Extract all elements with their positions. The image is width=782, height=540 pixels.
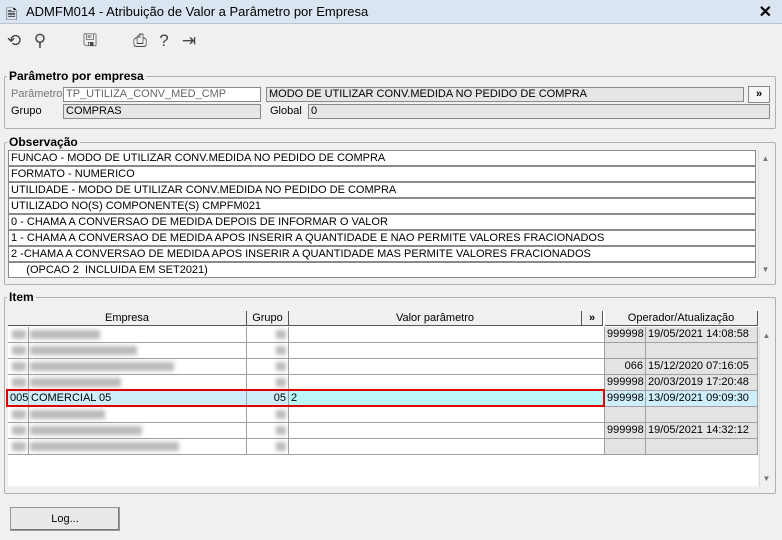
row-valor[interactable] — [289, 439, 605, 455]
header-empresa[interactable]: Empresa — [8, 311, 247, 326]
parametro-input[interactable]: TP_UTILIZA_CONV_MED_CMP — [63, 87, 261, 102]
app-icon: 🗎 — [6, 6, 18, 22]
header-more-button[interactable]: » — [582, 311, 603, 326]
redacted-text — [276, 362, 286, 371]
log-button[interactable]: Log... — [10, 507, 120, 531]
scroll-down-icon[interactable]: ▼ — [762, 474, 771, 483]
row-valor[interactable] — [289, 359, 605, 375]
item-legend: Item — [9, 290, 34, 304]
redacted-text — [276, 426, 286, 435]
redacted-text — [276, 330, 286, 339]
row-operador[interactable] — [605, 439, 646, 455]
redacted-text — [30, 362, 174, 371]
grupo-label: Grupo — [11, 105, 42, 117]
row-atualizacao[interactable] — [646, 343, 758, 359]
row-operador[interactable]: 999998 — [605, 391, 646, 407]
undo-icon[interactable]: ⟲ — [6, 31, 22, 50]
row-operador[interactable] — [605, 407, 646, 423]
parametro-group: Parâmetro por empresa — [4, 69, 776, 129]
parametro-legend: Parâmetro por empresa — [9, 69, 144, 83]
row-atualizacao[interactable] — [646, 407, 758, 423]
row-valor[interactable] — [289, 343, 605, 359]
scroll-down-icon[interactable]: ▼ — [761, 265, 770, 274]
close-button[interactable]: ✕ — [758, 4, 772, 21]
redacted-text — [12, 426, 26, 435]
scroll-up-icon[interactable]: ▲ — [761, 154, 770, 163]
row-atualizacao[interactable]: 19/05/2021 14:32:12 — [646, 423, 758, 439]
observacao-scrollbar[interactable]: ▲ ▼ — [758, 150, 772, 278]
observacao-line: 1 - CHAMA A CONVERSAO DE MEDIDA APOS INS… — [8, 230, 756, 246]
parametro-label: Parâmetro — [11, 88, 63, 100]
redacted-text — [276, 378, 286, 387]
header-grupo[interactable]: Grupo — [247, 311, 289, 326]
grupo-field: COMPRAS — [63, 104, 261, 119]
title-bar: 🗎 ADMFM014 - Atribuição de Valor a Parâm… — [0, 0, 782, 24]
window-title: ADMFM014 - Atribuição de Valor a Parâmet… — [26, 4, 369, 19]
redacted-text — [12, 362, 26, 371]
redacted-text — [276, 442, 286, 451]
observacao-line: (OPCAO 2 INCLUIDA EM SET2021) — [8, 262, 756, 278]
observacao-group: Observação — [4, 135, 776, 285]
row-operador[interactable]: 999998 — [605, 423, 646, 439]
observacao-line: UTILIZADO NO(S) COMPONENTE(S) CMPFM021 — [8, 198, 756, 214]
redacted-text — [12, 378, 26, 387]
redacted-text — [12, 442, 26, 451]
observacao-line: UTILIDADE - MODO DE UTILIZAR CONV.MEDIDA… — [8, 182, 756, 198]
observacao-line: 0 - CHAMA A CONVERSAO DE MEDIDA DEPOIS D… — [8, 214, 756, 230]
redacted-text — [276, 410, 286, 419]
redacted-text — [30, 442, 179, 451]
item-group: Item — [4, 290, 776, 494]
observacao-line: 2 -CHAMA A CONVERSAO DE MEDIDA APOS INSE… — [8, 246, 756, 262]
scroll-up-icon[interactable]: ▲ — [762, 331, 771, 340]
observacao-legend: Observação — [9, 135, 78, 149]
redacted-text — [12, 410, 26, 419]
redacted-text — [276, 346, 286, 355]
redacted-text — [30, 378, 121, 387]
row-atualizacao[interactable]: 20/03/2019 17:20:48 — [646, 375, 758, 391]
row-operador[interactable] — [605, 343, 646, 359]
redacted-text — [30, 410, 105, 419]
row-atualizacao[interactable]: 13/09/2021 09:09:30 — [646, 391, 758, 407]
row-valor[interactable] — [289, 423, 605, 439]
row-grupo[interactable]: 05 — [247, 391, 289, 407]
row-valor[interactable] — [289, 327, 605, 343]
observacao-line: FORMATO - NUMERICO — [8, 166, 756, 182]
row-atualizacao[interactable]: 15/12/2020 07:16:05 — [646, 359, 758, 375]
header-operador[interactable]: Operador/Atualização — [605, 311, 758, 326]
redacted-text — [30, 346, 137, 355]
row-atualizacao[interactable]: 19/05/2021 14:08:58 — [646, 327, 758, 343]
row-operador[interactable]: 999998 — [605, 327, 646, 343]
redacted-text — [12, 346, 26, 355]
redacted-text — [30, 426, 142, 435]
global-label: Global — [270, 105, 302, 117]
observacao-line: FUNCAO - MODO DE UTILIZAR CONV.MEDIDA NO… — [8, 150, 756, 166]
row-atualizacao[interactable] — [646, 439, 758, 455]
parametro-description: MODO DE UTILIZAR CONV.MEDIDA NO PEDIDO D… — [266, 87, 744, 102]
help-icon[interactable]: ? — [159, 31, 169, 50]
header-valor[interactable]: Valor parâmetro — [289, 311, 582, 326]
parametro-more-button[interactable]: » — [748, 86, 770, 103]
row-operador[interactable]: 066 — [605, 359, 646, 375]
global-field: 0 — [308, 104, 770, 119]
exit-icon[interactable]: ⇥ — [181, 31, 197, 50]
highlight-box — [6, 389, 605, 407]
row-valor[interactable] — [289, 407, 605, 423]
item-scrollbar[interactable]: ▲ ▼ — [759, 327, 772, 487]
row-operador[interactable]: 999998 — [605, 375, 646, 391]
print-icon[interactable]: ⎙ — [133, 31, 147, 50]
redacted-text — [30, 330, 100, 339]
redacted-text — [12, 330, 26, 339]
save-icon[interactable]: 🖫 — [82, 31, 98, 50]
search-icon[interactable]: ⚲ — [33, 31, 47, 50]
